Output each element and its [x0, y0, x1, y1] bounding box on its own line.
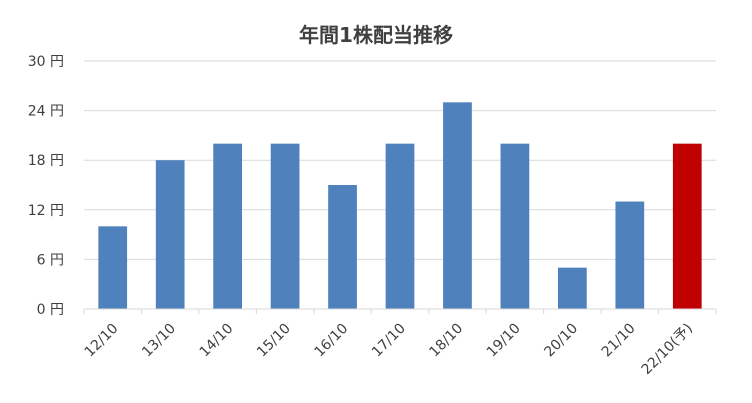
- y-tick-label: 6 円: [37, 252, 64, 268]
- bar: [615, 201, 645, 309]
- x-tick-label: 19/10: [484, 321, 524, 361]
- y-tick-label: 30 円: [28, 54, 64, 70]
- x-axis: 12/10 13/10 14/10 15/10 16/10 17/10 18/10 19/10…: [82, 308, 717, 378]
- bar: [213, 143, 242, 309]
- bar: [98, 226, 128, 309]
- bar: [155, 160, 185, 309]
- x-tick-label: 18/10: [426, 321, 466, 361]
- y-axis: 0 円 6 円 12 円 18 円 24 円 30 円: [28, 54, 64, 318]
- x-tick-label: 14/10: [197, 321, 237, 361]
- y-tick-label: 18 円: [28, 153, 64, 169]
- bar: [500, 143, 530, 309]
- y-tick-label: 12 円: [28, 203, 64, 219]
- x-tick-label: 16/10: [312, 321, 352, 361]
- x-tick-label: 15/10: [254, 321, 294, 361]
- bars: [98, 102, 702, 309]
- x-tick-label: 22/10(予): [639, 321, 696, 378]
- bar: [270, 143, 300, 309]
- chart-title: 年間1株配当推移: [299, 23, 453, 47]
- bar: [443, 102, 472, 309]
- x-tick-label: 13/10: [139, 321, 179, 361]
- y-tick-label: 0 円: [37, 302, 64, 318]
- bar: [558, 267, 587, 309]
- x-tick-label: 21/10: [599, 321, 639, 361]
- bar: [385, 143, 415, 309]
- y-tick-label: 24 円: [28, 104, 64, 120]
- x-tick-label: 17/10: [369, 321, 409, 361]
- bar: [672, 143, 702, 309]
- bar: [328, 185, 357, 309]
- x-tick-label: 12/10: [82, 321, 122, 361]
- x-tick-label: 20/10: [541, 321, 581, 361]
